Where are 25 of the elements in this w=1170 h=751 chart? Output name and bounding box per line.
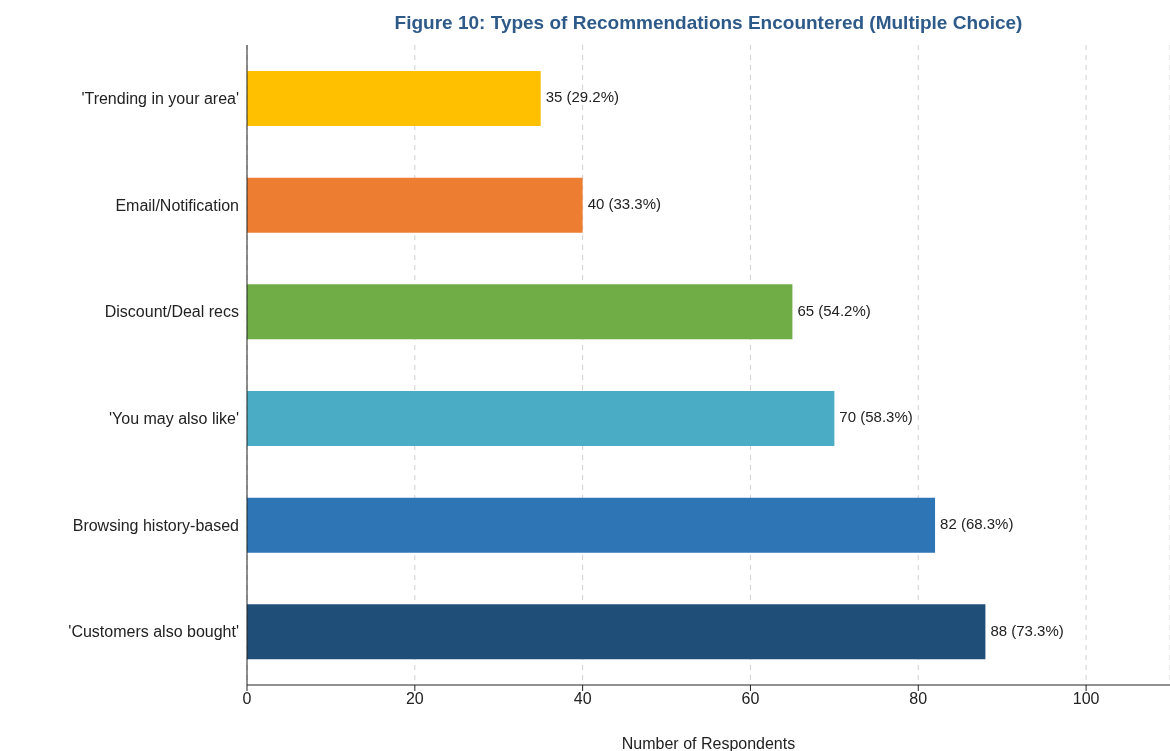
- y-tick-label: Email/Notification: [115, 196, 239, 214]
- bar: [247, 71, 541, 126]
- x-tick-label: 60: [741, 690, 760, 708]
- data-label: 70 (58.3%): [839, 408, 913, 426]
- bar: [247, 497, 936, 553]
- x-tick-label: 80: [909, 690, 928, 708]
- bar: [247, 177, 583, 233]
- bar: [247, 604, 986, 660]
- y-tick-label: 'Trending in your area': [81, 90, 239, 108]
- data-label: 88 (73.3%): [990, 621, 1064, 639]
- data-label: 65 (54.2%): [797, 301, 871, 319]
- x-tick-label: 40: [573, 690, 592, 708]
- bar: [247, 284, 793, 340]
- data-label: 35 (29.2%): [545, 88, 620, 106]
- data-label: 40 (33.3%): [587, 195, 662, 213]
- y-tick-label: 'You may also like': [108, 410, 239, 428]
- y-tick-label: Browsing history-based: [72, 516, 239, 534]
- x-tick-label: 20: [405, 690, 424, 708]
- y-tick-label: Discount/Deal recs: [104, 303, 239, 321]
- bar: [247, 391, 835, 446]
- data-label: 82 (68.3%): [940, 515, 1014, 533]
- y-tick-label: 'Customers also bought': [68, 623, 239, 641]
- x-tick-label: 0: [242, 690, 252, 708]
- x-tick-label: 100: [1072, 690, 1100, 708]
- chart-title: Figure 10: Types of Recommendations Encountered (Multiple Choice): [393, 12, 1024, 34]
